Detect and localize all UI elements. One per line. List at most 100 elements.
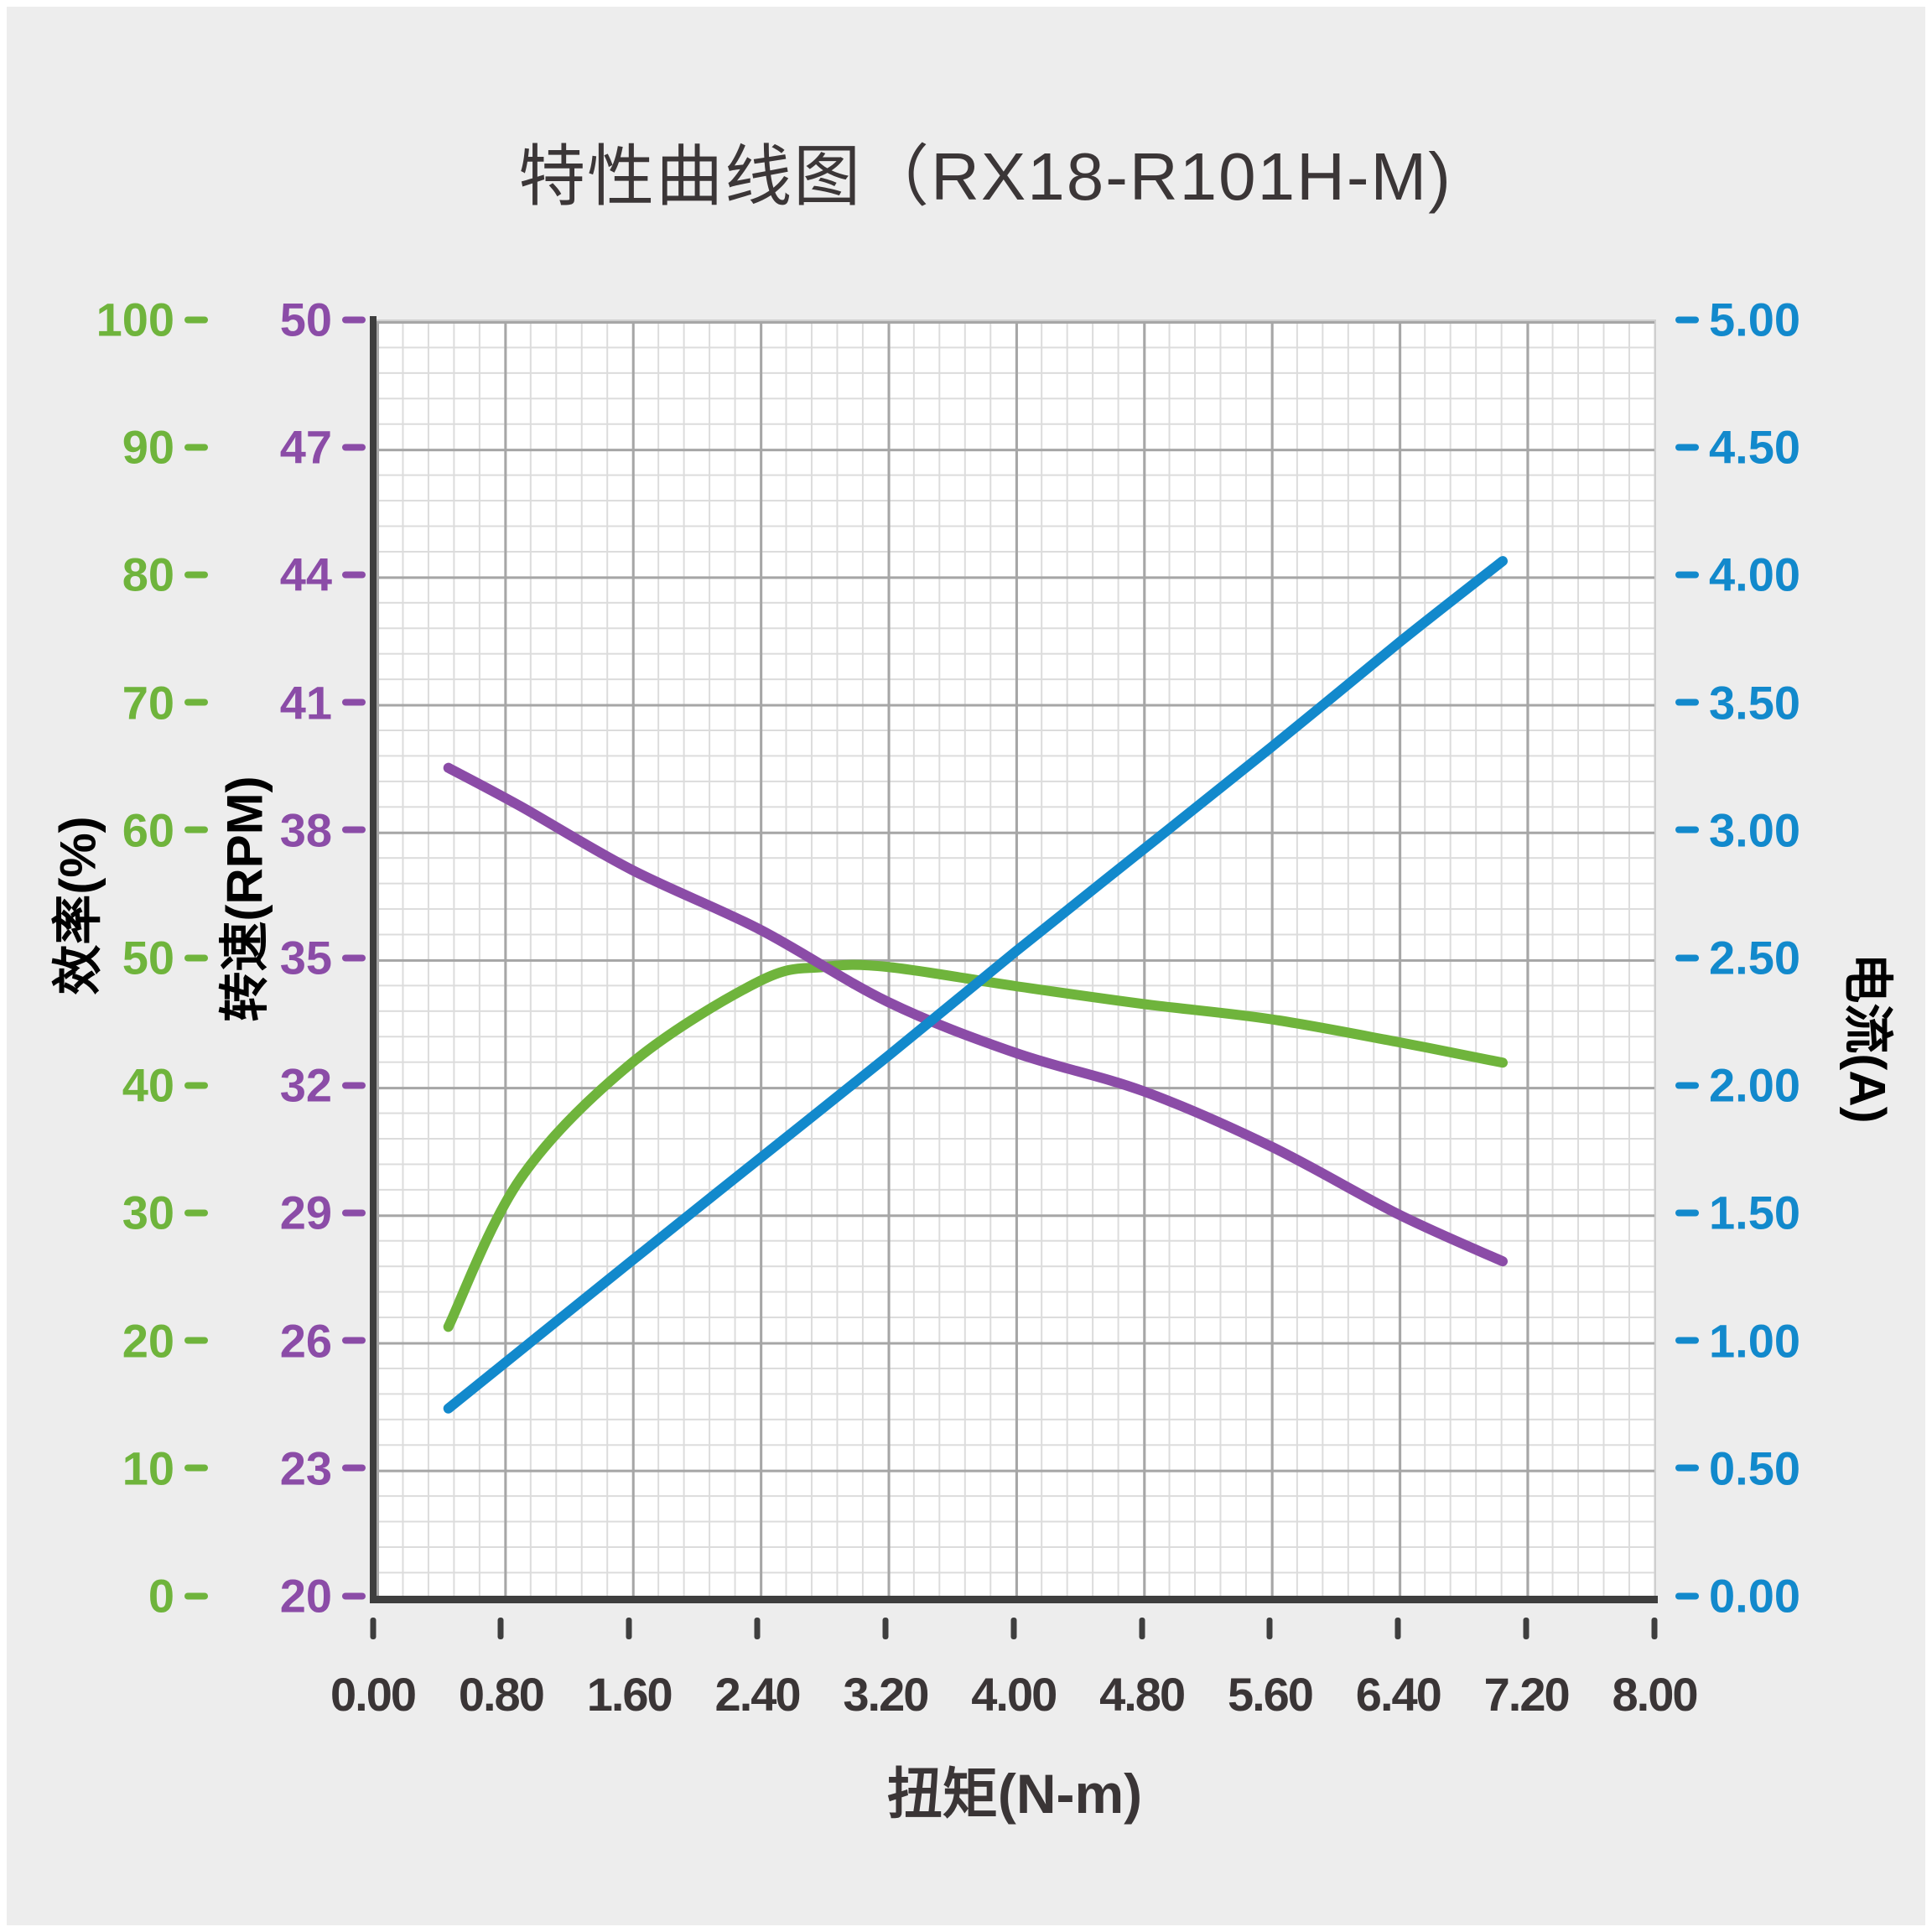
tick-mark <box>184 316 208 323</box>
tick-mark <box>342 826 366 834</box>
tick-mark <box>1675 1337 1699 1344</box>
tick-mark <box>1675 571 1699 579</box>
tick-row: 3.00 <box>1675 802 1800 857</box>
tick-mark <box>1675 1592 1699 1599</box>
tick-row: 30 <box>0 1186 208 1240</box>
x-tick-label: 7.20 <box>1483 1668 1571 1721</box>
tick-label: 5.00 <box>1709 293 1800 346</box>
tick-label: 90 <box>122 420 174 474</box>
current-axis-title: 电流(A) <box>1839 953 1896 1124</box>
tick-mark <box>342 316 366 323</box>
curves-canvas <box>443 556 1508 1414</box>
tick-label: 1.00 <box>1709 1314 1800 1368</box>
tick-label: 40 <box>122 1058 174 1112</box>
x-tick-label: 0.00 <box>330 1668 417 1721</box>
tick-mark <box>184 826 208 834</box>
tick-mark <box>184 1592 208 1599</box>
x-tick-label: 4.80 <box>1099 1668 1186 1721</box>
tick-mark <box>342 444 366 451</box>
tick-label: 60 <box>122 803 174 857</box>
x-axis-title: 扭矩(N-m) <box>886 1763 1143 1825</box>
tick-mark <box>1675 444 1699 451</box>
tick-mark <box>184 1337 208 1344</box>
tick-mark <box>1675 826 1699 834</box>
tick-row: 40 <box>0 1058 208 1113</box>
tick-label: 47 <box>279 420 332 474</box>
tick-label: 44 <box>279 548 332 601</box>
tick-label: 80 <box>122 548 174 601</box>
tick-label: 50 <box>122 931 174 984</box>
tick-label: 100 <box>96 293 174 346</box>
tick-mark <box>342 571 366 579</box>
tick-mark <box>342 1209 366 1217</box>
chart-title: 特性曲线图（RX18-R101H-M) <box>518 139 1452 214</box>
x-tick-mark <box>497 1618 504 1639</box>
tick-row: 44 <box>148 548 366 602</box>
tick-label: 29 <box>279 1186 332 1239</box>
tick-label: 0.50 <box>1709 1441 1800 1495</box>
tick-mark <box>184 444 208 451</box>
tick-mark <box>184 1209 208 1217</box>
tick-mark <box>184 699 208 706</box>
tick-mark <box>1675 1082 1699 1089</box>
tick-label: 1.50 <box>1709 1186 1800 1239</box>
x-tick-label: 3.20 <box>843 1668 929 1721</box>
x-tick-label: 2.40 <box>714 1668 802 1721</box>
tick-row: 2.50 <box>1675 931 1800 985</box>
tick-label: 3.50 <box>1709 676 1800 730</box>
tick-mark <box>342 1337 366 1344</box>
speed-curve <box>443 762 1508 1267</box>
tick-label: 38 <box>279 803 332 857</box>
tick-row: 80 <box>0 548 208 602</box>
tick-row: 3.50 <box>1675 675 1800 730</box>
tick-row: 1.50 <box>1675 1186 1800 1240</box>
tick-row: 20 <box>148 1569 366 1623</box>
tick-row: 70 <box>0 675 208 730</box>
tick-row: 2.00 <box>1675 1058 1800 1113</box>
x-tick-mark <box>1394 1618 1401 1639</box>
tick-row: 0.00 <box>1675 1569 1800 1623</box>
x-tick-mark <box>1651 1618 1658 1639</box>
tick-label: 35 <box>279 931 332 984</box>
x-tick-label: 4.00 <box>971 1668 1057 1721</box>
x-tick-mark <box>1010 1618 1017 1639</box>
tick-label: 32 <box>279 1058 332 1112</box>
x-tick-label: 8.00 <box>1612 1668 1699 1721</box>
tick-mark <box>342 1082 366 1089</box>
tick-row: 0 <box>0 1569 208 1623</box>
tick-mark <box>184 1464 208 1472</box>
tick-row: 50 <box>148 293 366 347</box>
tick-row: 20 <box>0 1313 208 1368</box>
tick-row: 4.00 <box>1675 548 1800 602</box>
tick-row: 5.00 <box>1675 293 1800 347</box>
tick-mark <box>1675 954 1699 961</box>
tick-mark <box>342 699 366 706</box>
tick-label: 41 <box>279 676 332 730</box>
tick-label: 70 <box>122 676 174 730</box>
plot-area <box>377 319 1656 1597</box>
x-tick-mark <box>754 1618 761 1639</box>
tick-row: 10 <box>0 1441 208 1495</box>
tick-row: 38 <box>148 802 366 857</box>
tick-label: 26 <box>279 1314 332 1368</box>
tick-label: 0.00 <box>1709 1569 1800 1623</box>
tick-label: 0 <box>148 1569 174 1623</box>
tick-mark <box>342 1592 366 1599</box>
tick-row: 0.50 <box>1675 1441 1800 1495</box>
tick-mark <box>1675 699 1699 706</box>
tick-row: 4.50 <box>1675 420 1800 475</box>
tick-row: 23 <box>148 1441 366 1495</box>
tick-label: 10 <box>122 1441 174 1495</box>
tick-row: 47 <box>148 420 366 475</box>
tick-label: 20 <box>279 1569 332 1623</box>
x-tick-label: 6.40 <box>1355 1668 1442 1721</box>
x-axis-line <box>370 1596 1658 1603</box>
x-tick-mark <box>1523 1618 1530 1639</box>
tick-label: 2.50 <box>1709 931 1800 984</box>
x-tick-label: 1.60 <box>586 1668 673 1721</box>
tick-row: 32 <box>148 1058 366 1113</box>
tick-label: 4.50 <box>1709 420 1800 474</box>
tick-label: 3.00 <box>1709 803 1800 857</box>
tick-row: 90 <box>0 420 208 475</box>
